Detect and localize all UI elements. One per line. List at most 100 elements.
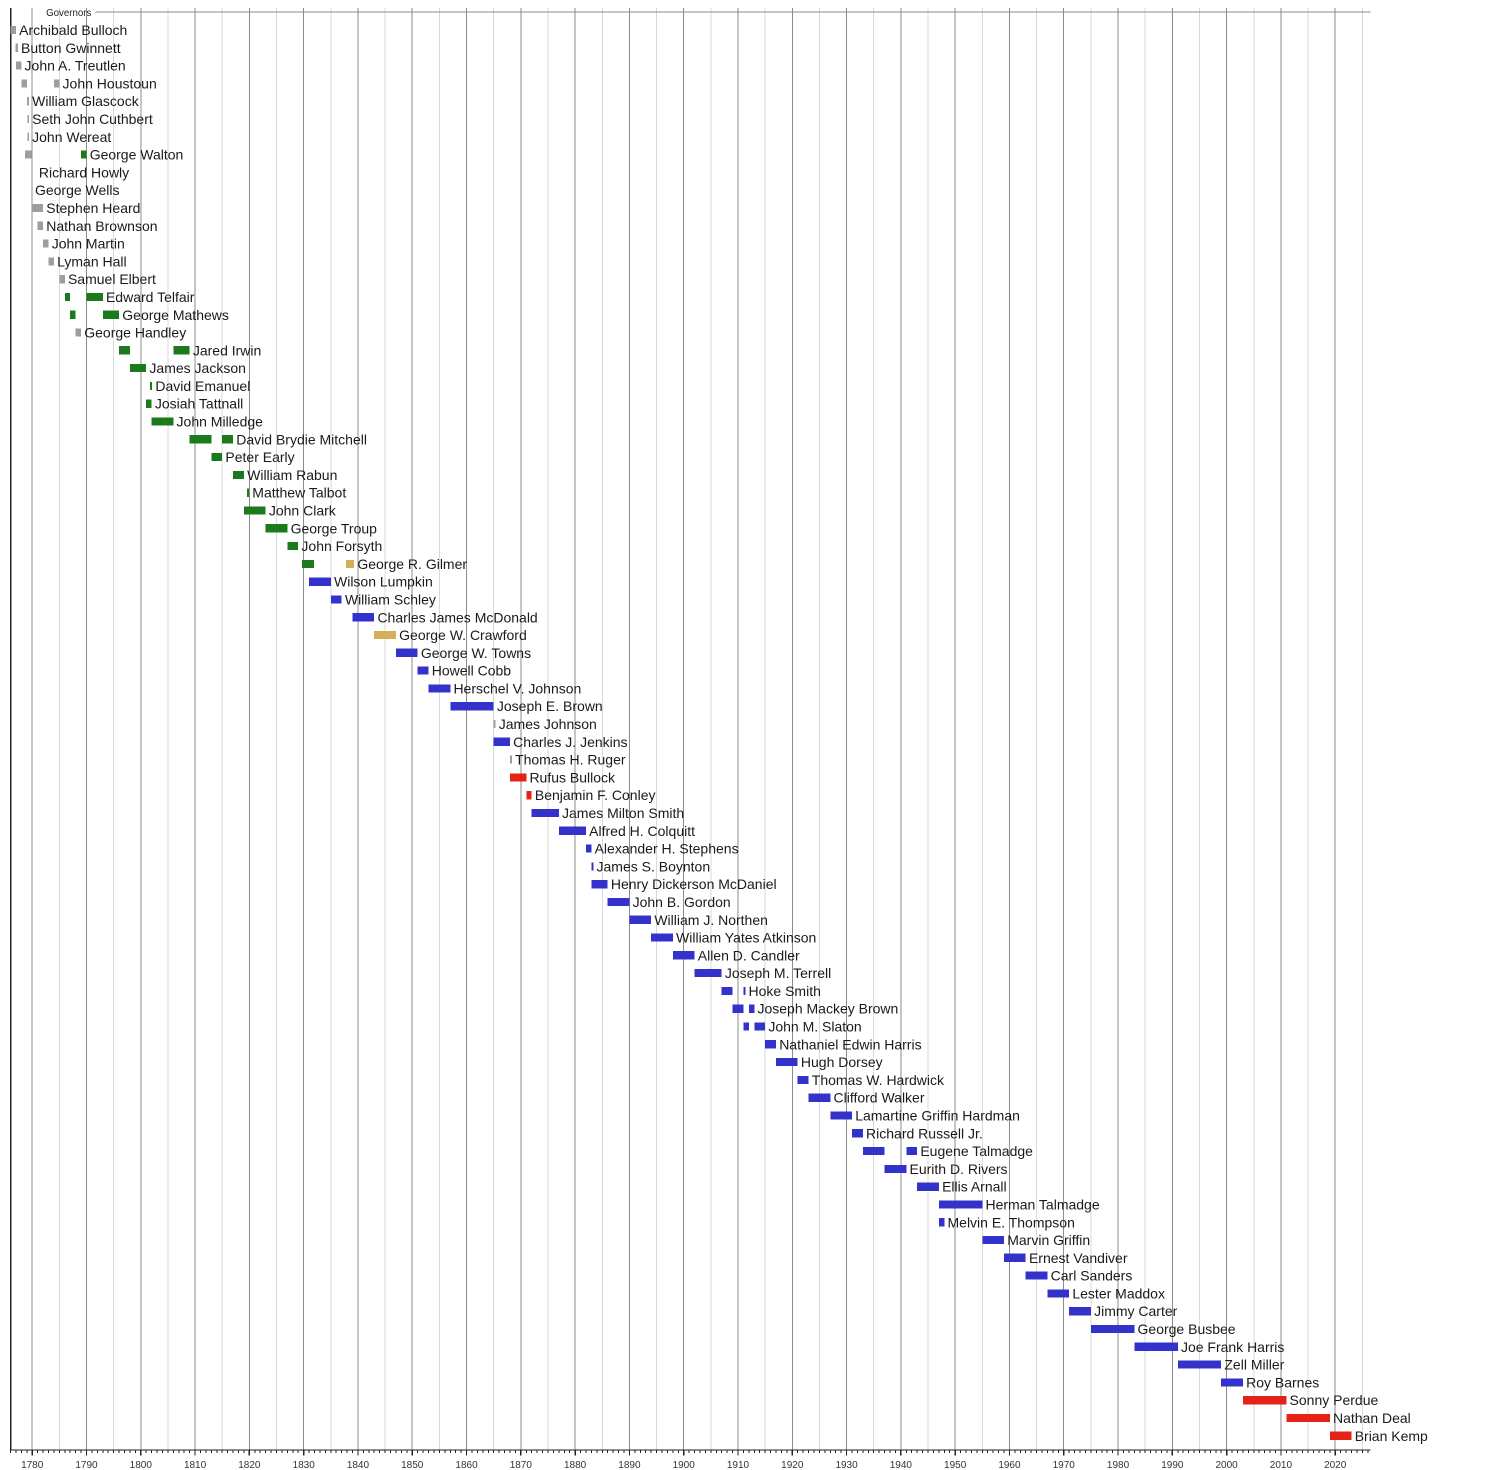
svg-text:William Yates Atkinson: William Yates Atkinson: [676, 930, 816, 946]
svg-text:Richard Howly: Richard Howly: [39, 164, 129, 180]
svg-text:1940: 1940: [890, 1460, 913, 1470]
svg-text:Carl Sanders: Carl Sanders: [1051, 1268, 1133, 1284]
svg-text:1910: 1910: [727, 1460, 750, 1470]
svg-text:Josiah Tattnall: Josiah Tattnall: [155, 396, 243, 412]
svg-text:Jimmy Carter: Jimmy Carter: [1094, 1303, 1178, 1319]
svg-text:1980: 1980: [1107, 1460, 1130, 1470]
svg-text:Joseph M. Terrell: Joseph M. Terrell: [725, 965, 831, 981]
svg-text:George W. Crawford: George W. Crawford: [399, 627, 527, 643]
svg-text:William Schley: William Schley: [345, 591, 436, 607]
svg-text:Nathan Brownson: Nathan Brownson: [46, 218, 157, 234]
svg-text:Stephen Heard: Stephen Heard: [46, 200, 140, 216]
svg-text:Edward Telfair: Edward Telfair: [106, 289, 195, 305]
svg-text:Henry Dickerson McDaniel: Henry Dickerson McDaniel: [611, 876, 777, 892]
svg-text:1820: 1820: [238, 1460, 261, 1470]
svg-text:Benjamin F. Conley: Benjamin F. Conley: [535, 787, 656, 803]
svg-text:1920: 1920: [781, 1460, 804, 1470]
svg-text:1840: 1840: [347, 1460, 370, 1470]
svg-text:Joe Frank Harris: Joe Frank Harris: [1181, 1339, 1284, 1355]
svg-text:George Wells: George Wells: [35, 182, 120, 198]
svg-text:2020: 2020: [1324, 1460, 1347, 1470]
svg-text:James Johnson: James Johnson: [499, 716, 597, 732]
svg-text:Alexander H. Stephens: Alexander H. Stephens: [595, 841, 739, 857]
svg-text:Zell Miller: Zell Miller: [1224, 1357, 1284, 1373]
svg-text:Wilson Lumpkin: Wilson Lumpkin: [334, 574, 433, 590]
svg-text:2000: 2000: [1215, 1460, 1238, 1470]
svg-text:George R. Gilmer: George R. Gilmer: [357, 556, 467, 572]
svg-text:Joseph Mackey Brown: Joseph Mackey Brown: [757, 1001, 898, 1017]
svg-text:Ellis Arnall: Ellis Arnall: [942, 1179, 1007, 1195]
svg-text:John A. Treutlen: John A. Treutlen: [25, 58, 126, 74]
svg-text:William Rabun: William Rabun: [247, 467, 337, 483]
svg-text:Sonny Perdue: Sonny Perdue: [1290, 1392, 1379, 1408]
svg-text:George W. Towns: George W. Towns: [421, 645, 531, 661]
svg-text:James S. Boynton: James S. Boynton: [597, 858, 711, 874]
svg-text:Hoke Smith: Hoke Smith: [749, 983, 821, 999]
svg-text:1930: 1930: [835, 1460, 858, 1470]
svg-text:Roy Barnes: Roy Barnes: [1246, 1374, 1319, 1390]
svg-text:1850: 1850: [401, 1460, 424, 1470]
svg-text:John Forsyth: John Forsyth: [301, 538, 382, 554]
svg-text:John Martin: John Martin: [52, 236, 125, 252]
svg-text:Joseph E. Brown: Joseph E. Brown: [497, 698, 603, 714]
svg-text:George Mathews: George Mathews: [122, 307, 229, 323]
svg-text:George Troup: George Troup: [291, 520, 378, 536]
svg-text:1890: 1890: [618, 1460, 641, 1470]
svg-text:John B. Gordon: John B. Gordon: [633, 894, 731, 910]
svg-text:David Brydie Mitchell: David Brydie Mitchell: [236, 431, 367, 447]
svg-text:Hugh Dorsey: Hugh Dorsey: [801, 1054, 883, 1070]
svg-text:Herman Talmadge: Herman Talmadge: [986, 1196, 1100, 1212]
svg-text:William Glascock: William Glascock: [32, 93, 140, 109]
svg-text:Lester Maddox: Lester Maddox: [1072, 1285, 1165, 1301]
svg-text:1830: 1830: [293, 1460, 316, 1470]
svg-text:Matthew Talbot: Matthew Talbot: [252, 485, 346, 501]
svg-text:William J. Northen: William J. Northen: [654, 912, 768, 928]
svg-text:1870: 1870: [510, 1460, 533, 1470]
svg-text:Charles J. Jenkins: Charles J. Jenkins: [513, 734, 627, 750]
svg-text:1810: 1810: [184, 1460, 207, 1470]
svg-text:Samuel Elbert: Samuel Elbert: [68, 271, 156, 287]
svg-text:Eugene Talmadge: Eugene Talmadge: [920, 1143, 1033, 1159]
svg-text:John Clark: John Clark: [269, 502, 337, 518]
svg-text:George Busbee: George Busbee: [1138, 1321, 1236, 1337]
svg-text:Marvin Griffin: Marvin Griffin: [1007, 1232, 1090, 1248]
svg-text:Thomas H. Ruger: Thomas H. Ruger: [515, 752, 626, 768]
svg-text:Lamartine Griffin Hardman: Lamartine Griffin Hardman: [855, 1107, 1020, 1123]
svg-text:John M. Slaton: John M. Slaton: [768, 1019, 861, 1035]
svg-text:Brian Kemp: Brian Kemp: [1355, 1428, 1428, 1444]
svg-text:1800: 1800: [130, 1460, 153, 1470]
svg-text:John Wereat: John Wereat: [32, 129, 111, 145]
svg-text:Rufus Bullock: Rufus Bullock: [529, 769, 616, 785]
svg-text:1950: 1950: [944, 1460, 967, 1470]
svg-text:Lyman Hall: Lyman Hall: [57, 253, 127, 269]
svg-text:James Milton Smith: James Milton Smith: [562, 805, 684, 821]
svg-text:1960: 1960: [998, 1460, 1021, 1470]
svg-text:Richard Russell Jr.: Richard Russell Jr.: [866, 1125, 983, 1141]
svg-text:1900: 1900: [673, 1460, 696, 1470]
svg-text:Jared Irwin: Jared Irwin: [193, 342, 261, 358]
svg-text:Howell Cobb: Howell Cobb: [432, 663, 512, 679]
svg-text:Herschel V. Johnson: Herschel V. Johnson: [453, 680, 581, 696]
svg-text:James Jackson: James Jackson: [149, 360, 245, 376]
svg-text:1790: 1790: [75, 1460, 98, 1470]
svg-text:1780: 1780: [21, 1460, 44, 1470]
svg-text:John Milledge: John Milledge: [177, 414, 264, 430]
svg-text:Nathan Deal: Nathan Deal: [1333, 1410, 1411, 1426]
svg-text:Eurith D. Rivers: Eurith D. Rivers: [910, 1161, 1008, 1177]
svg-text:David Emanuel: David Emanuel: [155, 378, 250, 394]
svg-text:2010: 2010: [1270, 1460, 1293, 1470]
svg-text:Peter Early: Peter Early: [225, 449, 294, 465]
svg-text:Allen D. Candler: Allen D. Candler: [698, 947, 800, 963]
svg-text:Button Gwinnett: Button Gwinnett: [21, 40, 121, 56]
svg-text:George Walton: George Walton: [90, 147, 184, 163]
svg-text:Seth John Cuthbert: Seth John Cuthbert: [32, 111, 153, 127]
svg-text:1860: 1860: [455, 1460, 478, 1470]
svg-text:John Houstoun: John Houstoun: [63, 75, 157, 91]
svg-text:1880: 1880: [564, 1460, 587, 1470]
svg-text:Thomas W. Hardwick: Thomas W. Hardwick: [812, 1072, 945, 1088]
svg-text:Nathaniel Edwin Harris: Nathaniel Edwin Harris: [779, 1036, 921, 1052]
svg-text:Alfred H. Colquitt: Alfred H. Colquitt: [589, 823, 695, 839]
svg-text:Charles James McDonald: Charles James McDonald: [377, 609, 537, 625]
svg-text:Clifford Walker: Clifford Walker: [833, 1090, 924, 1106]
svg-text:1990: 1990: [1161, 1460, 1184, 1470]
